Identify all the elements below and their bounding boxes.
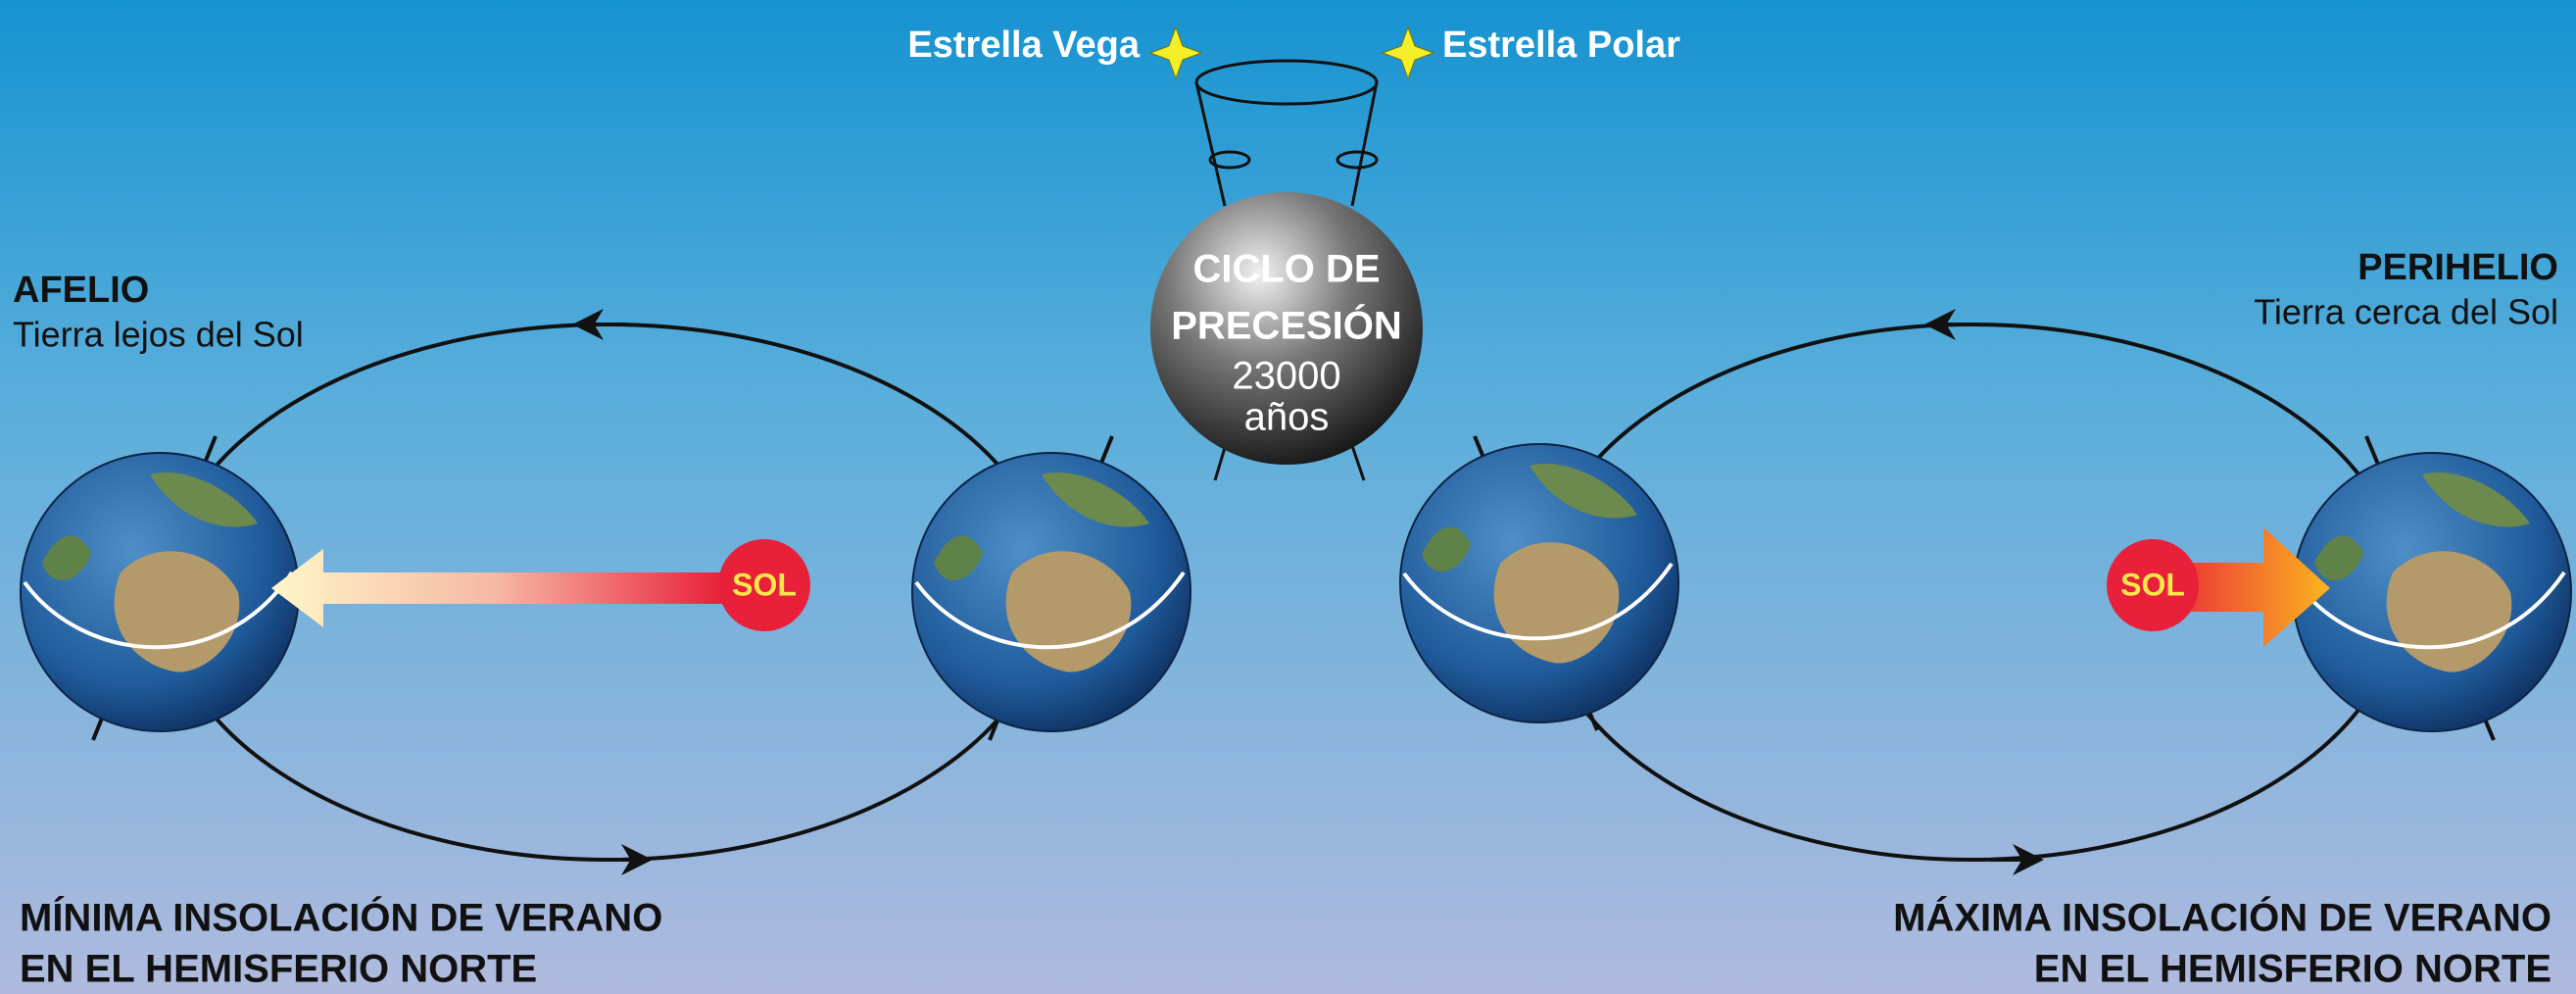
- left-caption: EN EL HEMISFERIO NORTE: [20, 948, 537, 991]
- star-label: Estrella Vega: [907, 25, 1140, 66]
- right-title: PERIHELIO: [2357, 247, 2558, 288]
- center-label: PRECESIÓN: [1171, 303, 1402, 348]
- sun: [718, 539, 810, 631]
- left-subtitle: Tierra lejos del Sol: [13, 315, 304, 355]
- sun: [2107, 539, 2199, 631]
- right-caption: EN EL HEMISFERIO NORTE: [2034, 948, 2552, 991]
- sun-ray: [271, 549, 723, 627]
- left-title: AFELIO: [13, 270, 149, 311]
- sun-label: SOL: [2120, 567, 2185, 602]
- right-subtitle: Tierra cerca del Sol: [2254, 292, 2558, 332]
- left-caption: MÍNIMA INSOLACIÓN DE VERANO: [20, 895, 662, 940]
- center-label: CICLO DE: [1192, 248, 1380, 291]
- center-unit: años: [1244, 396, 1330, 439]
- earth: [910, 435, 1192, 741]
- star-label: Estrella Polar: [1442, 25, 1680, 66]
- star: [1148, 25, 1203, 80]
- star: [1381, 25, 1435, 80]
- earth: [2291, 435, 2573, 741]
- earth: [1398, 435, 1680, 731]
- right-caption: MÁXIMA INSOLACIÓN DE VERANO: [1893, 895, 2552, 940]
- sun-ray: [2153, 527, 2330, 647]
- precession-cone: [1194, 59, 1379, 481]
- sun-label: SOL: [732, 567, 797, 602]
- precession-sphere: [1150, 192, 1423, 465]
- center-years: 23000: [1232, 355, 1340, 398]
- earth: [19, 435, 301, 741]
